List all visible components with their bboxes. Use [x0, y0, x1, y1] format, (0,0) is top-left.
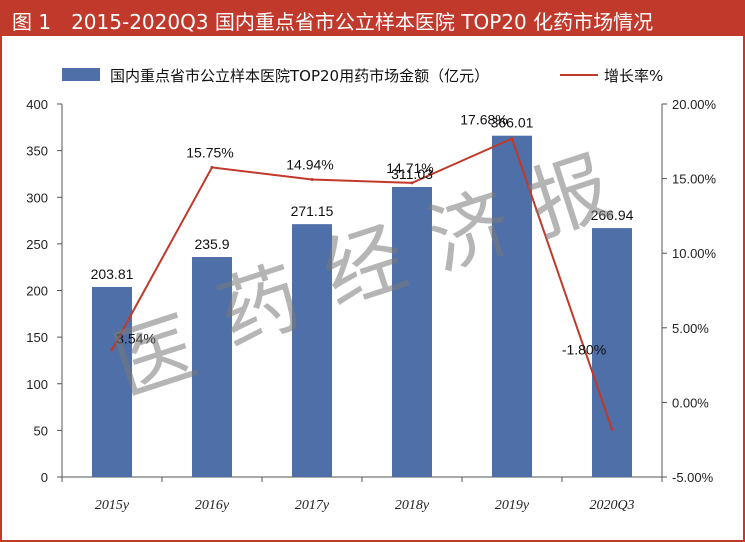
growth-value-label: -1.80%	[562, 342, 606, 358]
tick-label-right: 20.00%	[672, 97, 717, 112]
bar-value-label: 203.81	[91, 266, 134, 282]
growth-value-label: 14.71%	[386, 160, 433, 176]
legend-label-line: 增长率%	[604, 67, 663, 85]
tick-label-left: 400	[26, 97, 48, 112]
bar	[392, 186, 432, 477]
bar-value-label: 311.03	[391, 166, 433, 182]
growth-value-label: 3.54%	[116, 331, 156, 347]
tick-label-left: 0	[41, 470, 48, 485]
bar-value-label: 235.9	[194, 236, 229, 252]
bar	[292, 224, 332, 477]
line-point	[210, 165, 214, 169]
growth-value-label: 14.94%	[286, 156, 333, 172]
tick-label-right: -5.00%	[672, 470, 714, 485]
line-point	[110, 348, 114, 352]
legend: 国内重点省市公立样本医院TOP20用药市场金额（亿元） 增长率%	[62, 67, 663, 85]
category-label: 2016y	[195, 498, 230, 513]
tick-label-left: 100	[26, 377, 48, 392]
tick-label-left: 150	[26, 330, 48, 345]
bar	[92, 286, 132, 477]
chart-title: 图 1 2015-2020Q3 国内重点省市公立样本医院 TOP20 化药市场情…	[12, 10, 654, 34]
bar-value-label: 366.01	[491, 115, 534, 131]
growth-value-label: 17.68%	[460, 112, 507, 128]
growth-value-label: 15.75%	[186, 144, 233, 160]
tick-label-right: 15.00%	[672, 172, 717, 187]
line-point	[410, 181, 414, 185]
category-label: 2020Q3	[589, 498, 634, 513]
bar	[592, 228, 632, 477]
tick-label-right: 10.00%	[672, 246, 717, 261]
axes: 0 50 100 150 200 250 300 350 400 -5.00% 0.00% 5.00%…	[26, 97, 716, 513]
line-point	[310, 177, 314, 181]
legend-swatch-bar	[62, 68, 100, 81]
bar-value-label: 266.94	[591, 207, 634, 223]
tick-label-left: 250	[26, 237, 48, 252]
line-series	[110, 137, 614, 431]
title-bar: 图 1 2015-2020Q3 国内重点省市公立样本医院 TOP20 化药市场情…	[0, 0, 745, 36]
bar-series	[92, 135, 632, 477]
category-label: 2018y	[395, 498, 430, 513]
data-labels: 203.81 235.9 271.15 311.03 366.01 266.94 3.54%…	[91, 112, 634, 358]
bar	[492, 135, 532, 477]
category-label: 2017y	[295, 498, 330, 513]
category-label: 2019y	[495, 498, 530, 513]
tick-label-left: 350	[26, 144, 48, 159]
growth-line	[111, 137, 613, 430]
tick-label-left: 300	[26, 190, 48, 205]
bar	[192, 257, 232, 477]
tick-label-right: 5.00%	[672, 321, 709, 336]
category-label: 2015y	[95, 498, 130, 513]
tick-label-right: 0.00%	[672, 395, 709, 410]
tick-label-left: 50	[34, 423, 48, 438]
legend-label-bar: 国内重点省市公立样本医院TOP20用药市场金额（亿元）	[110, 67, 489, 85]
line-point	[610, 427, 614, 431]
tick-label-left: 200	[26, 284, 48, 299]
line-point	[510, 137, 514, 141]
bar-value-label: 271.15	[291, 203, 334, 219]
